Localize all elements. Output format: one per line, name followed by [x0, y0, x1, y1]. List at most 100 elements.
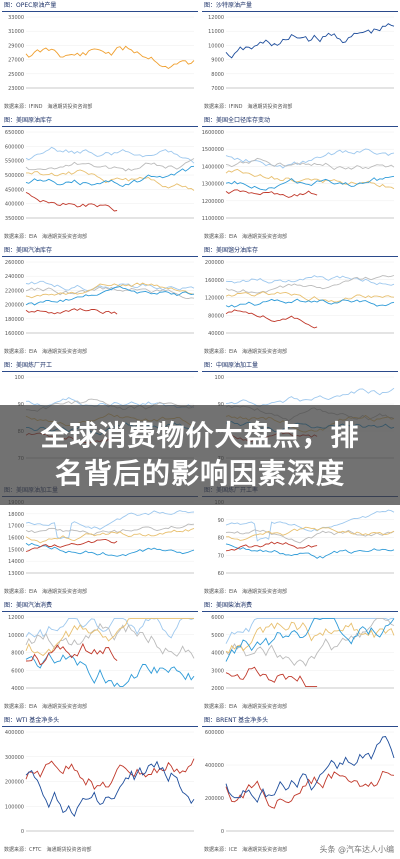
y-tick-label: 450000: [5, 187, 24, 193]
chart-plot: 12000 10000 8000 6000 4000: [8, 615, 195, 692]
y-tick-label: 200000: [205, 796, 224, 802]
chart-panel: 图：美国汽油库存 260000 240000 220000 200000 180000 16…: [2, 245, 198, 357]
y-tick-label: 9000: [211, 58, 224, 64]
series-line: [25, 146, 195, 164]
series-line: [25, 642, 118, 666]
series-line: [25, 617, 194, 657]
chart-panel: 图：WTI 基金净多头 400000 300000 200000 100000 0 数据来源…: [2, 715, 198, 855]
y-tick-label: 260000: [5, 260, 24, 266]
y-tick-label: 80000: [208, 313, 224, 319]
y-tick-label: 4000: [211, 651, 224, 657]
series-line: [25, 191, 118, 212]
chart-source: 数据来源：EIA 海通期货投资咨询部: [204, 589, 288, 595]
chart-plot: 1600000 1500000 1400000 1300000 1200000 11000…: [202, 130, 395, 222]
y-tick-label: 29000: [8, 43, 24, 49]
y-tick-label: 17000: [8, 524, 24, 530]
series-line: [25, 652, 195, 688]
series-line: [225, 275, 395, 294]
series-line: [225, 617, 395, 662]
y-tick-label: 400000: [205, 763, 224, 769]
chart-source: 数据来源：IFIND 海通期货投资咨询部: [4, 104, 93, 110]
series-line: [225, 541, 318, 552]
series-line: [225, 543, 395, 559]
series-line: [25, 282, 195, 299]
chart-plot: 6000 5000 4000 3000 2000: [211, 615, 395, 692]
y-tick-label: 1300000: [202, 182, 224, 188]
y-tick-label: 10000: [208, 43, 224, 49]
y-tick-label: 12000: [8, 615, 24, 621]
y-tick-label: 40000: [208, 331, 224, 337]
series-line: [26, 169, 195, 191]
chart-title: 图：美国馏分油库存: [202, 245, 398, 257]
chart-source: 数据来源：EIA 海通期货投资咨询部: [204, 704, 288, 710]
y-tick-label: 8000: [211, 72, 224, 78]
chart-plot: 600000 400000 200000 0: [205, 730, 395, 835]
series-line: [25, 542, 195, 557]
y-tick-label: 200000: [5, 780, 24, 786]
y-tick-label: 10000: [8, 633, 24, 639]
series-line: [25, 158, 195, 172]
series-line: [225, 770, 395, 809]
y-tick-label: 1600000: [202, 130, 224, 136]
series-line: [225, 168, 395, 190]
chart-source: 数据来源：EIA 海通期货投资咨询部: [4, 704, 88, 710]
series-line: [25, 760, 195, 818]
series-line: [25, 523, 195, 536]
chart-plot: 260000 240000 220000 200000 180000 160000: [5, 260, 195, 337]
series-line: [25, 510, 195, 540]
series-line: [225, 617, 395, 667]
chart-panel: 图：美国原油库存 650000 600000 550000 500000 450000 40…: [2, 115, 198, 242]
y-tick-label: 14000: [8, 559, 24, 565]
series-line: [225, 275, 395, 286]
chart-source: 数据来源：EIA 海通期货投资咨询部: [4, 589, 88, 595]
y-tick-label: 1200000: [202, 199, 224, 205]
y-tick-label: 0: [21, 829, 24, 835]
y-tick-label: 600000: [5, 144, 24, 150]
series-line: [225, 621, 395, 654]
y-tick-label: 6000: [11, 668, 24, 674]
y-tick-label: 100000: [5, 804, 24, 810]
series-line: [25, 758, 195, 790]
y-tick-label: 160000: [5, 331, 24, 337]
y-tick-label: 550000: [5, 159, 24, 165]
y-tick-label: 6000: [211, 615, 224, 621]
series-line: [25, 308, 118, 315]
chart-title: 图：WTI 基金净多头: [2, 715, 198, 727]
series-line: [25, 527, 195, 544]
series-line: [25, 617, 195, 639]
y-tick-label: 180000: [5, 317, 24, 323]
chart-plot: 33000 31000 29000 27000 25000 23000: [8, 15, 195, 92]
y-tick-label: 300000: [5, 755, 24, 761]
series-line: [225, 298, 395, 308]
series-line: [225, 529, 395, 544]
y-tick-label: 12000: [208, 15, 224, 21]
y-tick-label: 1400000: [202, 164, 224, 170]
chart-title: 图：美国炼厂开工: [2, 360, 198, 372]
watermark: 头条 @汽车达人小编: [319, 845, 394, 854]
chart-panel: 图：OPEC原油产量 33000 31000 29000 27000 25000 23000…: [2, 0, 198, 112]
y-tick-label: 60: [218, 571, 224, 577]
headline-line-2: 名背后的影响因素深度: [54, 457, 345, 490]
y-tick-label: 7000: [211, 86, 224, 92]
series-line: [25, 45, 195, 70]
chart-plot: 200000 160000 120000 80000 40000: [205, 260, 395, 337]
headline-banner: 全球消费物价大盘点，排 名背后的影响因素深度: [0, 405, 400, 505]
y-tick-label: 100: [214, 375, 224, 381]
y-tick-label: 23000: [8, 86, 24, 92]
series-line: [225, 175, 395, 191]
y-tick-label: 600000: [205, 730, 224, 736]
y-tick-label: 100: [14, 375, 24, 381]
series-line: [25, 165, 195, 188]
chart-source: 数据来源：EIA 海通期货投资咨询部: [204, 234, 288, 240]
headline-line-1: 全球消费物价大盘点，排: [40, 419, 360, 452]
y-tick-label: 1500000: [202, 147, 224, 153]
chart-plot: 650000 600000 550000 500000 450000 400000 3500…: [5, 130, 195, 222]
chart-source: 数据来源：IFIND 海通期货投资咨询部: [204, 104, 293, 110]
series-line: [225, 291, 395, 303]
chart-title: 图：美国原油库存: [2, 115, 198, 127]
series-line: [225, 666, 318, 688]
series-line: [225, 736, 395, 804]
chart-source: 数据来源：EIA 海通期货投资咨询部: [4, 234, 88, 240]
y-tick-label: 18000: [8, 512, 24, 518]
